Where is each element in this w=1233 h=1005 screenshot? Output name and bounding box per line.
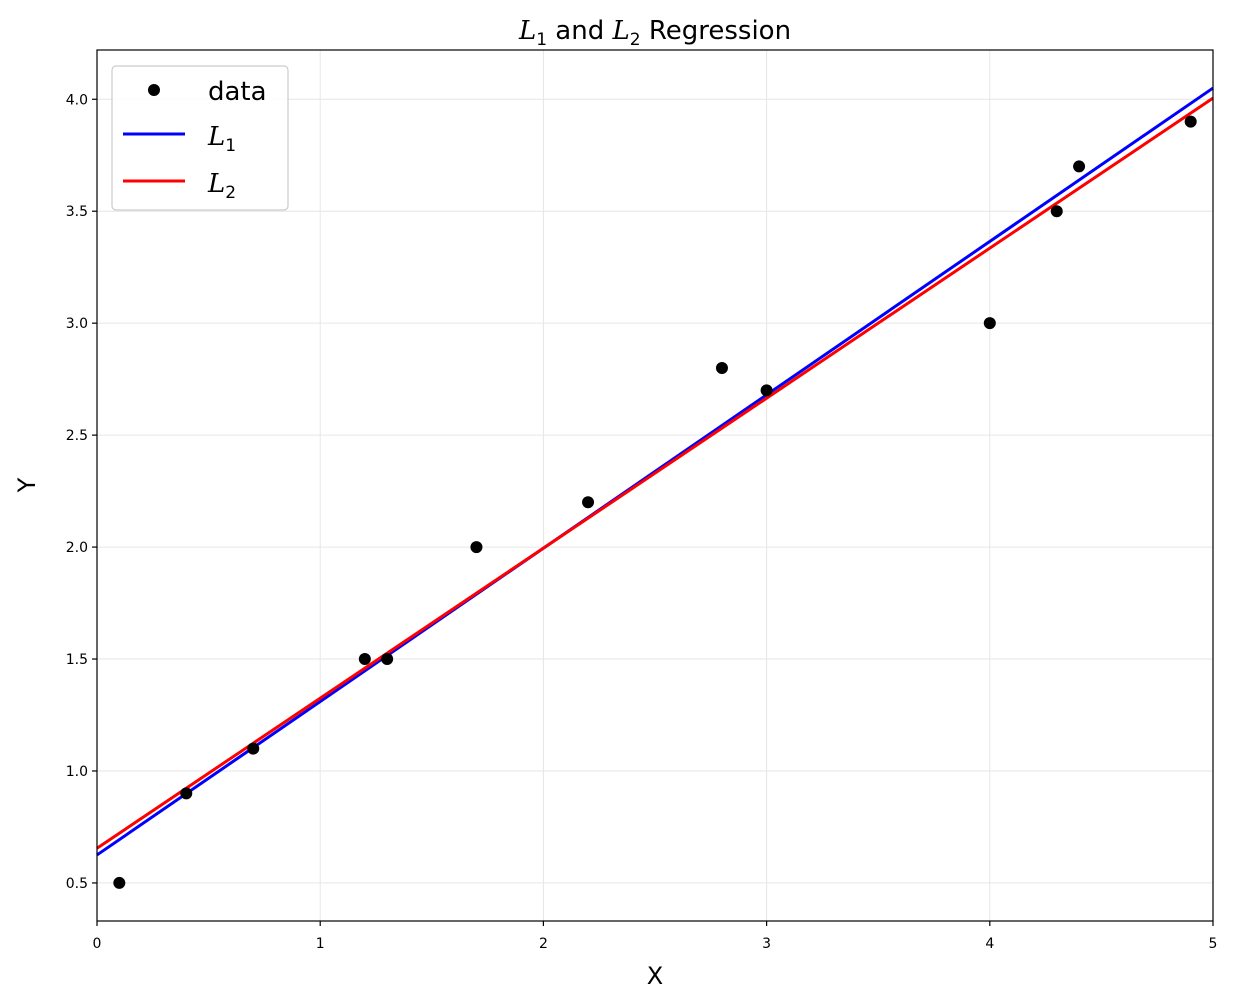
data-point [715,361,728,374]
l2-regression-line [96,96,1214,850]
data-point [1050,205,1063,218]
y-tick-label: 2.5 [66,428,88,444]
y-tick-label: 2.0 [66,540,88,556]
data-point [1073,160,1086,173]
title-and-text: and [547,16,612,46]
data-point [113,876,126,889]
title-regression-text: Regression [641,16,791,46]
data-point [760,384,773,397]
x-tick-label: 5 [1209,936,1218,952]
data-point [983,317,996,330]
y-tick-label: 3.5 [66,204,88,220]
legend-l2-subscript: 2 [225,183,236,203]
legend: data L1 L2 [111,65,289,211]
x-tick-label: 2 [539,936,548,952]
y-tick-label: 1.0 [66,764,88,780]
axis-ticks: 0 1 2 3 4 5 0.5 1.0 1.5 2.0 2.5 3.0 3.5 4.0 [66,92,1218,952]
data-point [358,653,371,666]
legend-l2-symbol: L [207,169,225,199]
data-point [1184,115,1197,128]
y-tick-label: 0.5 [66,876,88,892]
y-axis-label: Y [13,477,41,493]
title-l2-subscript: 2 [630,30,641,50]
x-tick-label: 0 [93,936,102,952]
data-point [470,541,483,554]
data-points [113,115,1197,889]
plot-frame [96,49,1214,922]
legend-l1-label: L1 [207,122,236,156]
y-tick-label: 1.5 [66,652,88,668]
data-point [180,787,193,800]
legend-box [111,65,289,211]
legend-data-label: data [208,77,267,107]
legend-l1-subscript: 1 [225,136,236,156]
x-tick-label: 3 [762,936,771,952]
title-l2-symbol: L [611,16,629,46]
data-point [381,653,394,666]
data-point [582,496,595,509]
title-l1-symbol: L [518,16,536,46]
legend-l2-label: L2 [207,169,236,203]
y-tick-label: 3.0 [66,316,88,332]
data-point [247,742,260,755]
title-l1-subscript: 1 [536,30,547,50]
regression-lines [96,86,1214,857]
y-tick-label: 4.0 [66,92,88,108]
legend-data-marker [148,84,160,96]
legend-l1-symbol: L [207,122,225,152]
x-axis-label: X [647,962,663,990]
chart-title: L1 and L2 Regression [518,16,791,50]
x-tick-label: 4 [985,936,994,952]
x-tick-label: 1 [316,936,325,952]
